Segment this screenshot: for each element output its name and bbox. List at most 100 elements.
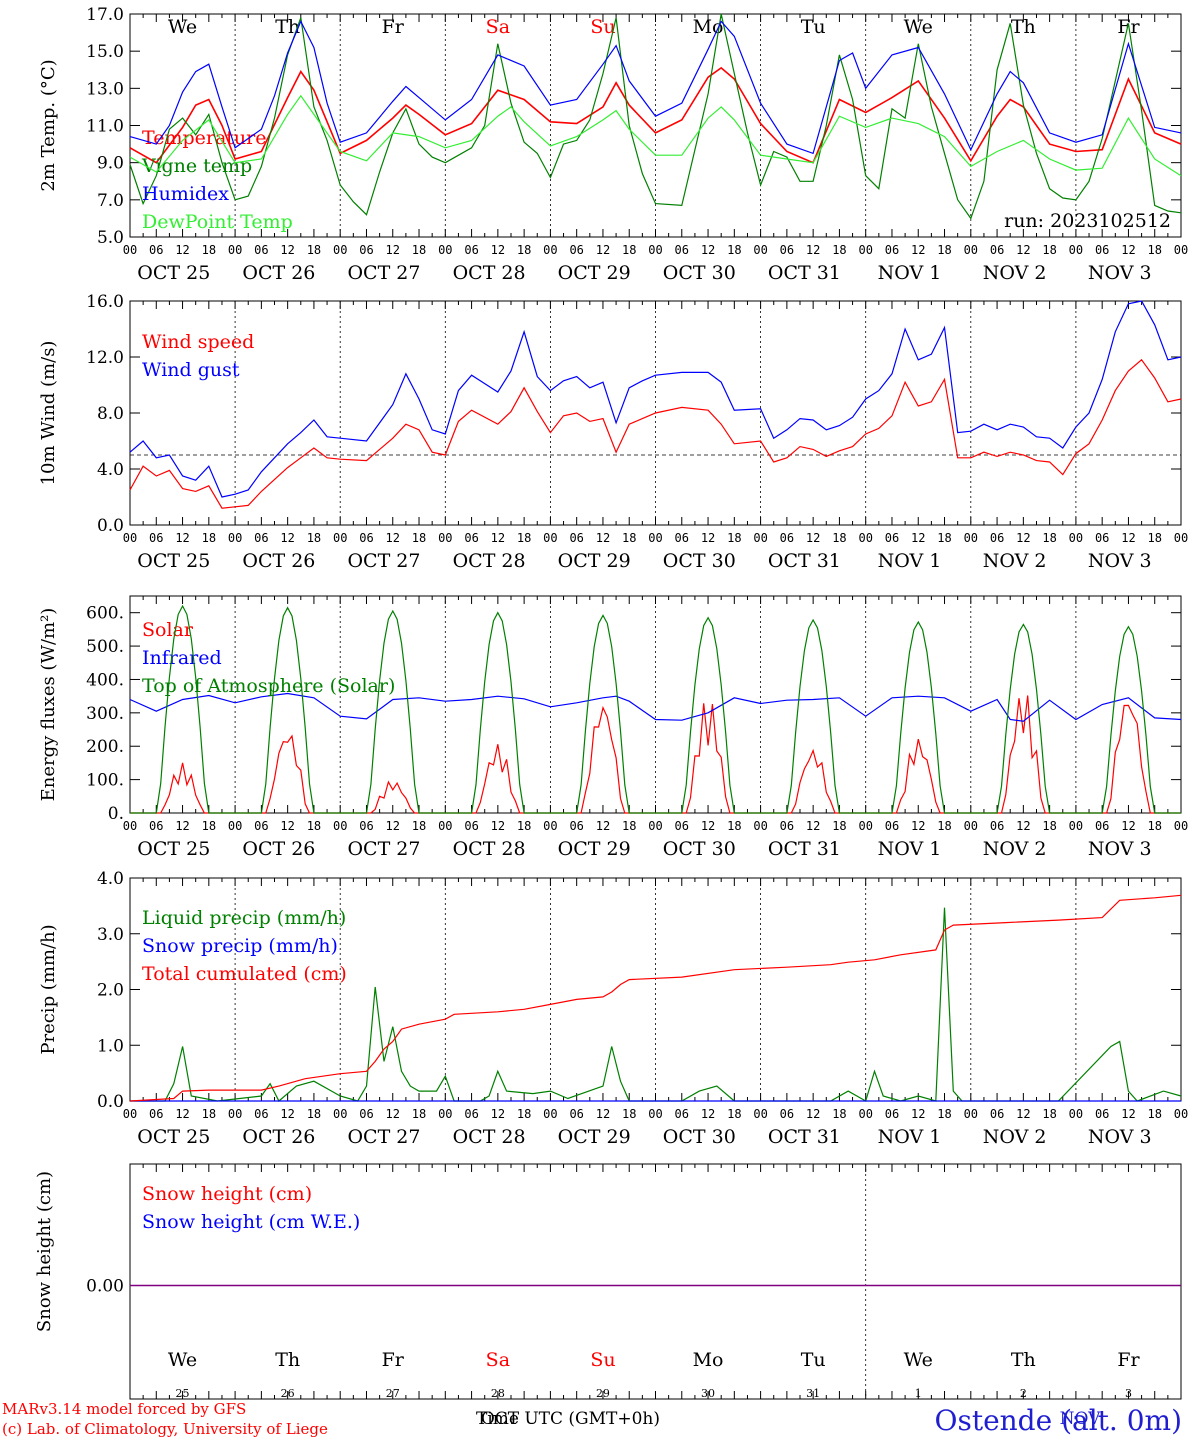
- legend-entry: Wind speed: [142, 331, 254, 353]
- hour-tick-label: 18: [517, 1107, 531, 1121]
- weekday-label: Th: [1011, 1349, 1036, 1371]
- hour-tick-label: 06: [675, 819, 689, 833]
- series-line-total-cumulated-cm-: [129, 894, 1182, 1102]
- hour-tick-label: 18: [622, 243, 636, 257]
- weekday-label: Sa: [486, 1349, 510, 1371]
- time-axis-title: Time UTC (GMT+0h): [476, 1409, 660, 1429]
- hour-tick-label: 00: [543, 819, 557, 833]
- hour-tick-label: 12: [911, 243, 925, 257]
- hour-tick-label: 06: [780, 243, 794, 257]
- y-tick-label: 100.: [86, 771, 124, 791]
- day-number-label: 3: [1125, 1387, 1132, 1400]
- hour-tick-label: 06: [464, 1107, 478, 1121]
- hour-tick-label: 18: [202, 243, 216, 257]
- date-label: OCT 30: [663, 550, 736, 572]
- hour-tick-label: 06: [359, 819, 373, 833]
- date-label: OCT 29: [558, 838, 631, 860]
- hour-tick-label: 06: [359, 243, 373, 257]
- hour-tick-label: 06: [885, 531, 899, 545]
- series-line-top-of-atmosphere-solar-: [130, 604, 1181, 814]
- hour-tick-label: 00: [438, 1107, 452, 1121]
- hour-tick-label: 18: [517, 819, 531, 833]
- hour-tick-label: 00: [438, 819, 452, 833]
- date-label: OCT 28: [453, 550, 526, 572]
- hour-tick-label: 18: [1042, 819, 1056, 833]
- y-axis-label: 2m Temp. (°C): [38, 59, 59, 191]
- day-number-label: 28: [491, 1387, 505, 1400]
- y-tick-label: 16.0: [86, 292, 124, 312]
- date-label: OCT 29: [558, 1126, 631, 1148]
- hour-tick-label: 06: [569, 243, 583, 257]
- hour-tick-label: 18: [832, 243, 846, 257]
- hour-tick-label: 00: [753, 1107, 767, 1121]
- hour-tick-label: 18: [412, 819, 426, 833]
- hour-tick-label: 06: [675, 1107, 689, 1121]
- hour-tick-label: 12: [386, 531, 400, 545]
- y-axis-label: Snow height (cm): [34, 1171, 55, 1332]
- hour-tick-label: 06: [149, 531, 163, 545]
- legend-entry: Liquid precip (mm/h): [142, 907, 346, 929]
- y-axis-label: Precip (mm/h): [38, 924, 59, 1054]
- hour-tick-label: 06: [1095, 243, 1109, 257]
- day-number-label: 1: [915, 1387, 922, 1400]
- hour-tick-label: 06: [254, 243, 268, 257]
- hour-tick-label: 06: [149, 819, 163, 833]
- hour-tick-label: 00: [438, 531, 452, 545]
- hour-tick-label: 12: [701, 243, 715, 257]
- hour-tick-label: 00: [964, 1107, 978, 1121]
- hour-tick-label: 00: [964, 819, 978, 833]
- hour-tick-label: 00: [753, 531, 767, 545]
- date-label: NOV 1: [878, 262, 942, 284]
- series-line-liquid-precip-mm-h-: [130, 907, 1182, 1102]
- hour-tick-label: 18: [1147, 1107, 1161, 1121]
- day-number-label: 30: [701, 1387, 715, 1400]
- date-label: NOV 1: [878, 550, 942, 572]
- date-label: NOV 2: [983, 1126, 1047, 1148]
- hour-tick-label: 06: [780, 531, 794, 545]
- hour-tick-label: 00: [1174, 819, 1188, 833]
- weekday-label: We: [904, 1349, 933, 1371]
- y-tick-label: 2.0: [97, 981, 124, 1001]
- hour-tick-label: 18: [937, 819, 951, 833]
- weekday-label: Fr: [382, 1349, 405, 1371]
- model-credit-line: MARv3.14 model forced by GFS: [2, 1400, 246, 1418]
- month-overlap-oct: OCT: [481, 1409, 520, 1429]
- hour-tick-label: 06: [254, 531, 268, 545]
- hour-tick-label: 18: [727, 243, 741, 257]
- hour-tick-label: 18: [832, 531, 846, 545]
- hour-tick-label: 18: [1042, 531, 1056, 545]
- hour-tick-label: 00: [123, 819, 137, 833]
- date-label: OCT 26: [242, 262, 315, 284]
- date-label: OCT 27: [347, 550, 420, 572]
- date-label: OCT 25: [137, 262, 210, 284]
- hour-tick-label: 06: [569, 531, 583, 545]
- hour-tick-label: 12: [1121, 531, 1135, 545]
- panel-3: 0. 100. 200. 300. 400. 500. 600. 00 06 12 18 00 06 12…: [38, 595, 1188, 860]
- hour-tick-label: 12: [1121, 819, 1135, 833]
- hour-tick-label: 12: [280, 1107, 294, 1121]
- hour-tick-label: 00: [858, 531, 872, 545]
- hour-tick-label: 06: [569, 819, 583, 833]
- hour-tick-label: 00: [858, 819, 872, 833]
- date-label: OCT 27: [347, 1126, 420, 1148]
- legend-entry: DewPoint Temp: [142, 211, 293, 233]
- date-label: NOV 3: [1088, 838, 1152, 860]
- hour-tick-label: 00: [228, 1107, 242, 1121]
- y-tick-label: 0.00: [86, 1277, 124, 1297]
- hour-tick-label: 00: [648, 531, 662, 545]
- date-label: OCT 30: [663, 838, 736, 860]
- month-overlap-nov: NOV: [1060, 1409, 1102, 1429]
- hour-tick-label: 18: [202, 531, 216, 545]
- legend-entry: Snow height (cm W.E.): [142, 1211, 360, 1233]
- weekday-label: Th: [1011, 16, 1036, 38]
- weekday-label: Th: [275, 16, 300, 38]
- day-number-label: 29: [596, 1387, 610, 1400]
- hour-tick-label: 18: [622, 819, 636, 833]
- hour-tick-label: 00: [964, 531, 978, 545]
- weekday-label: Mo: [693, 1349, 724, 1371]
- hour-tick-label: 12: [596, 243, 610, 257]
- panel-2: 0.0 4.0 8.0 12.0 16.0 00 06 12 18 00 06 12 18 00 06 12 1…: [38, 292, 1188, 572]
- hour-tick-label: 18: [727, 531, 741, 545]
- hour-tick-label: 00: [1174, 1107, 1188, 1121]
- hour-tick-label: 06: [359, 1107, 373, 1121]
